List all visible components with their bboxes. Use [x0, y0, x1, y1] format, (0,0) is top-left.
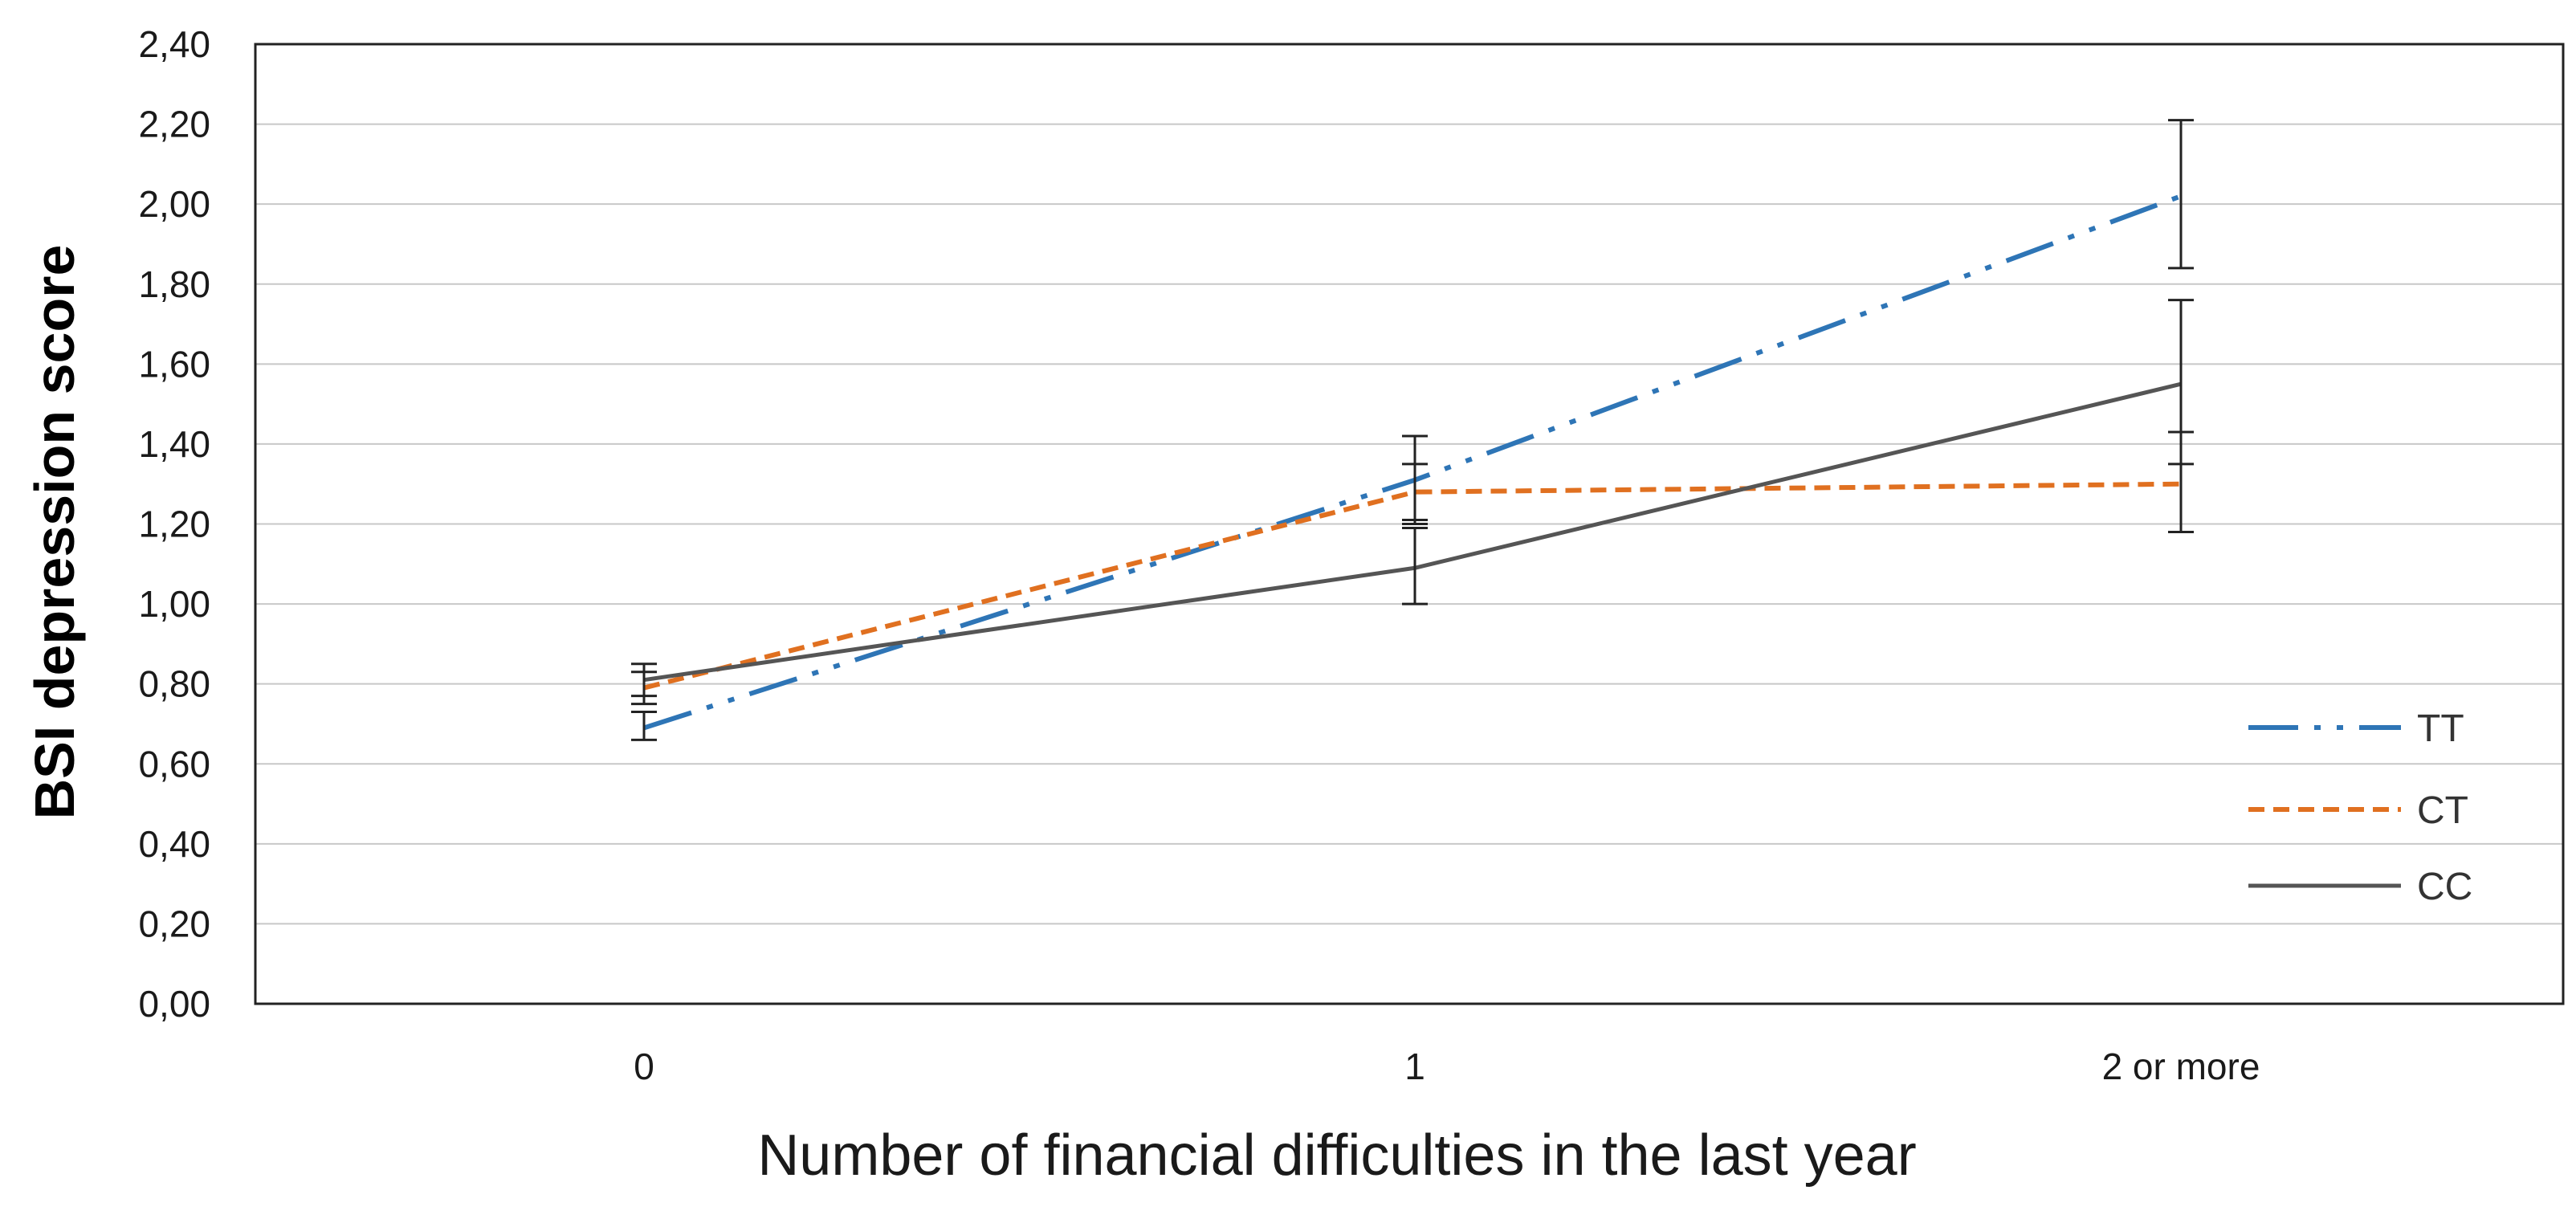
y-tick-label: 0,00: [138, 983, 210, 1025]
x-tick-label: 1: [1404, 1046, 1425, 1087]
x-axis-ticks: 0 1 2 or more: [634, 1046, 2260, 1087]
y-tick-label: 1,80: [138, 263, 210, 305]
y-tick-label: 0,60: [138, 743, 210, 785]
y-axis-ticks: 0,00 0,20 0,40 0,60 0,80 1,00 1,20 1,40 1,60 1,80…: [138, 23, 210, 1025]
series-line-ct: [643, 481, 2182, 691]
y-tick-label: 0,80: [138, 663, 210, 705]
y-tick-label: 2,20: [138, 104, 210, 145]
legend: TT CT CC: [2248, 707, 2472, 908]
legend-label-ct: CT: [2417, 789, 2468, 832]
y-tick-label: 1,40: [138, 423, 210, 465]
y-tick-label: 0,20: [138, 903, 210, 944]
x-tick-label: 0: [634, 1046, 654, 1087]
series-line-cc: [643, 381, 2182, 683]
error-bars: [631, 119, 2194, 741]
plot-frame: [254, 43, 2565, 1005]
y-axis-label: BSI depression score: [23, 245, 86, 820]
y-tick-label: 1,00: [138, 583, 210, 625]
legend-label-tt: TT: [2417, 707, 2464, 750]
x-tick-label: 2 or more: [2102, 1046, 2260, 1087]
x-axis-label: Number of financial difficulties in the …: [757, 1123, 1916, 1188]
series-lines: [643, 194, 2183, 731]
legend-label-cc: CC: [2417, 866, 2472, 908]
y-tick-label: 2,00: [138, 183, 210, 225]
y-tick-label: 2,40: [138, 23, 210, 65]
y-tick-label: 1,60: [138, 343, 210, 385]
y-tick-label: 1,20: [138, 503, 210, 545]
y-tick-label: 0,40: [138, 823, 210, 865]
